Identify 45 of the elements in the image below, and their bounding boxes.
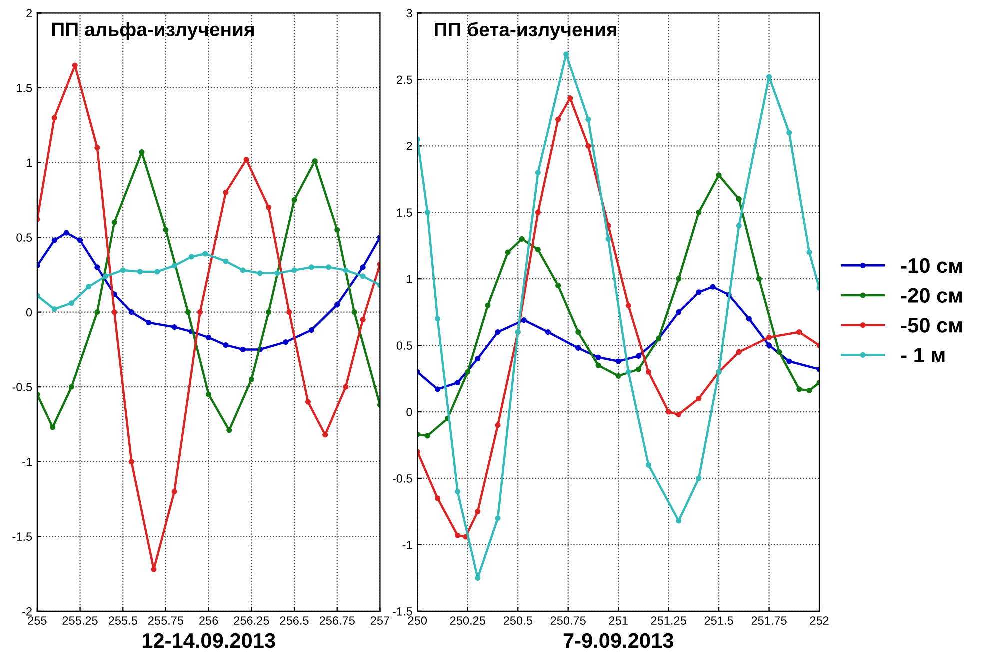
legend-label: -10 см	[901, 258, 962, 274]
x-axis-title: 12-14.09.2013	[142, 633, 276, 648]
y-tick-label: 3	[406, 9, 412, 18]
y-tick-label: 1	[26, 158, 32, 168]
y-tick-label: 2	[406, 142, 412, 150]
y-tick-label: 1.5	[17, 84, 32, 92]
legend-label: -20 см	[901, 288, 962, 303]
x-tick-label: 251.25	[651, 616, 686, 625]
y-tick-label: 0	[406, 408, 412, 416]
x-tick-label: 250	[408, 616, 428, 625]
y-tick-label: 1	[407, 275, 412, 284]
x-tick-label: 255	[28, 616, 47, 625]
chart-title: ПП альфа-излучения	[52, 22, 254, 40]
y-tick-label: -0.5	[12, 383, 32, 392]
x-tick-label: 251	[609, 616, 628, 625]
x-tick-label: 256.75	[320, 616, 355, 625]
x-tick-label: 252	[810, 616, 829, 625]
x-tick-label: 256.25	[234, 616, 270, 625]
y-tick-label: -1.5	[12, 532, 32, 542]
x-tick-label: 255.5	[108, 616, 138, 625]
x-tick-label: 256.5	[280, 616, 309, 625]
x-tick-label: 251.5	[704, 616, 734, 625]
x-tick-label: 257	[370, 616, 390, 625]
y-tick-label: 0	[26, 308, 32, 317]
legend-label: -50 см	[901, 318, 962, 333]
y-tick-label: 2.5	[396, 76, 412, 84]
x-tick-label: 250.5	[504, 616, 532, 625]
y-tick-label: -0.5	[392, 474, 412, 483]
y-tick-label: 0.5	[16, 234, 32, 242]
x-tick-label: 250.25	[450, 616, 486, 625]
x-tick-label: 255.75	[148, 616, 184, 625]
y-tick-label: -1.5	[392, 608, 412, 616]
legend-label: - 1 м	[901, 348, 945, 362]
x-tick-label: 250.75	[550, 616, 586, 625]
y-tick-label: 2	[26, 9, 32, 18]
x-tick-label: 251.75	[752, 616, 787, 625]
x-axis-title: 7-9.09.2013	[564, 633, 674, 648]
y-tick-label: 0.5	[396, 342, 412, 350]
y-tick-label: 1.5	[397, 208, 412, 218]
y-tick-label: -1	[22, 458, 32, 466]
x-tick-label: 256	[200, 616, 218, 625]
y-tick-label: -2	[22, 607, 32, 616]
y-tick-label: -1	[402, 541, 412, 550]
x-tick-label: 255.25	[62, 616, 98, 625]
chart-title: ПП бета-излучения	[435, 22, 616, 40]
